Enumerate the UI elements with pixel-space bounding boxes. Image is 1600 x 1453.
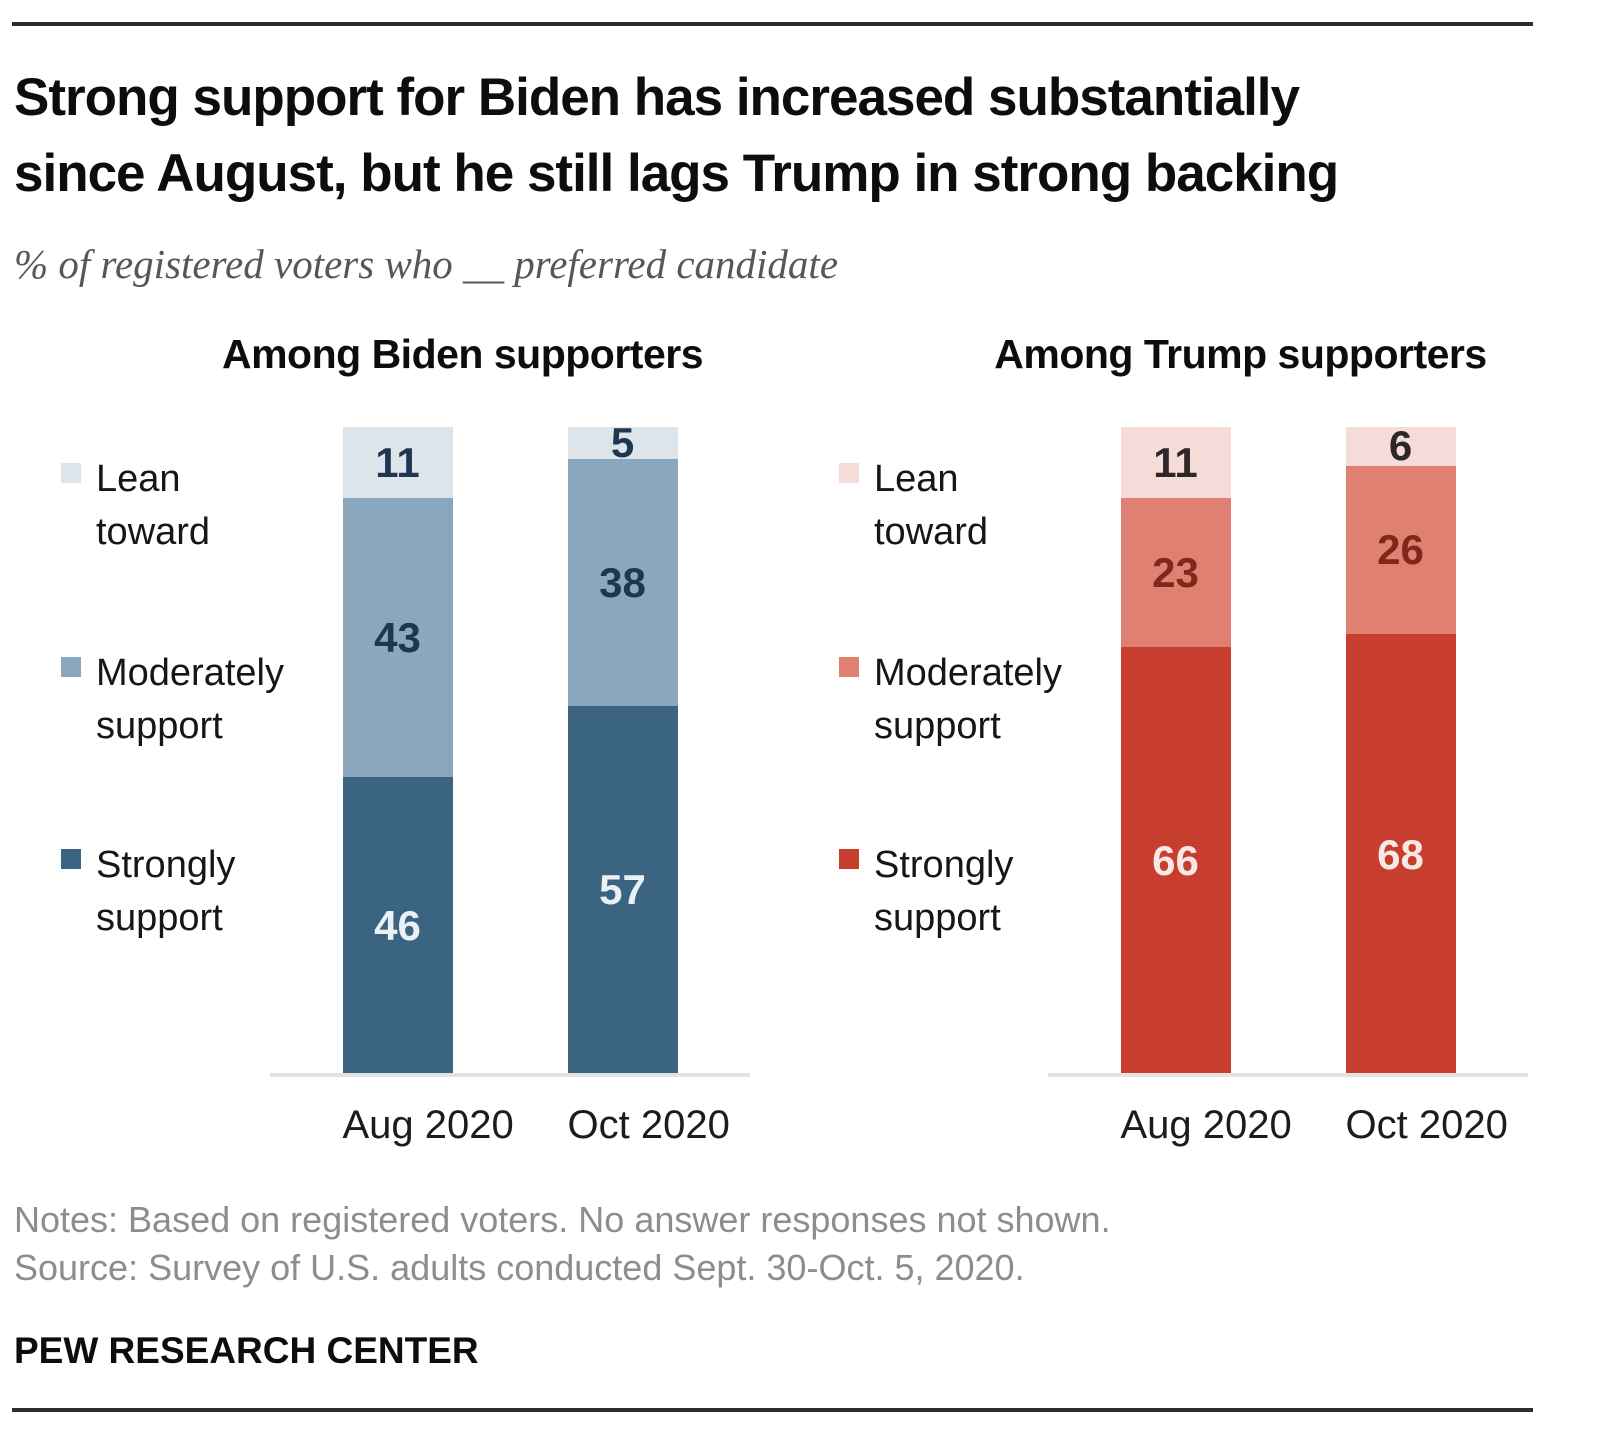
value-label-lean-toward-aug-2020: 11: [1153, 438, 1198, 486]
x-axis-label-oct-2020: Oct 2020: [1345, 1103, 1508, 1147]
legend-label-lean-toward: Lean toward: [874, 458, 989, 553]
value-label-strongly-support-oct-2020: 57: [599, 866, 646, 914]
bar-segment-lean-toward-aug-2020: 11: [342, 427, 453, 499]
source-line: Source: Survey of U.S. adults conducted …: [14, 1247, 1025, 1288]
legend-item-lean-toward: Lean toward: [61, 453, 210, 559]
stacked-bar-aug-2020: 11 43 46: [342, 427, 453, 1075]
legend-label-moderately-support: Moderately support: [874, 652, 1062, 747]
legend-swatch-moderately-support: [61, 657, 81, 677]
bottom-rule: [12, 1408, 1533, 1412]
legend-label-moderately-support: Moderately support: [96, 652, 284, 747]
legend-swatch-strongly-support: [839, 849, 859, 869]
legend-item-moderately-support: Moderately support: [61, 647, 284, 753]
plot-biden: 11 43 46 5 38 57 Aug 2020 Oct 2020: [270, 422, 750, 1147]
top-rule: [12, 22, 1533, 26]
value-label-moderately-support-oct-2020: 38: [599, 558, 646, 606]
bar-segment-strongly-support-oct-2020: 57: [567, 705, 678, 1075]
title-line-2: since August, but he still lags Trump in…: [14, 144, 1339, 203]
legend-item-strongly-support: Strongly support: [839, 839, 1013, 945]
bar-segment-moderately-support-oct-2020: 38: [567, 459, 678, 706]
panel-body-trump: Lean toward Moderately support Strongly su…: [833, 422, 1528, 1147]
value-label-moderately-support-aug-2020: 43: [374, 613, 421, 661]
bar-segment-strongly-support-oct-2020: 68: [1345, 634, 1456, 1075]
bar-segment-lean-toward-oct-2020: 6: [1345, 422, 1456, 470]
value-label-moderately-support-oct-2020: 26: [1377, 526, 1424, 574]
bar-segment-strongly-support-aug-2020: 66: [1120, 647, 1231, 1075]
legend-item-moderately-support: Moderately support: [839, 647, 1062, 753]
legend-trump: Lean toward Moderately support Strongly su…: [833, 427, 1062, 1075]
subtitle: % of registered voters who __ preferred …: [14, 241, 839, 287]
legend-item-strongly-support: Strongly support: [61, 839, 235, 945]
legend-swatch-moderately-support: [839, 657, 859, 677]
bar-segment-moderately-support-aug-2020: 43: [342, 498, 453, 777]
value-label-strongly-support-oct-2020: 68: [1377, 830, 1424, 878]
value-label-lean-toward-oct-2020: 5: [610, 419, 635, 467]
bar-segment-moderately-support-oct-2020: 26: [1345, 465, 1456, 635]
panel-biden: Among Biden supporters Lean toward Modera…: [55, 318, 750, 1147]
plot-trump: 11 23 66 6 26 68 Aug 2020 Oct 2020: [1048, 422, 1528, 1147]
charts-row: Among Biden supporters Lean toward Modera…: [55, 318, 1528, 1147]
x-axis-label-aug-2020: Aug 2020: [342, 1103, 514, 1147]
x-axis-line-biden: [270, 1073, 750, 1077]
page-title: Strong support for Biden has increased s…: [14, 60, 1574, 212]
x-axis-label-oct-2020: Oct 2020: [567, 1103, 730, 1147]
value-label-strongly-support-aug-2020: 66: [1152, 837, 1199, 885]
bar-segment-moderately-support-aug-2020: 23: [1120, 498, 1231, 648]
legend-label-strongly-support: Strongly support: [874, 844, 1014, 939]
title-line-1: Strong support for Biden has increased s…: [14, 68, 1300, 127]
brand: PEW RESEARCH CENTER: [14, 1330, 479, 1371]
bars-trump: 11 23 66 6 26 68: [1048, 422, 1528, 1075]
panel-title-biden: Among Biden supporters: [221, 331, 704, 377]
stacked-bar-oct-2020: 5 38 57: [567, 422, 678, 1075]
legend-swatch-lean-toward: [61, 463, 81, 483]
x-axis-labels-biden: Aug 2020 Oct 2020: [270, 1103, 750, 1148]
notes-line: Notes: Based on registered voters. No an…: [14, 1199, 1111, 1240]
legend-label-strongly-support: Strongly support: [96, 844, 236, 939]
value-label-lean-toward-aug-2020: 11: [375, 438, 420, 486]
panel-trump: Among Trump supporters Lean toward Modera…: [833, 318, 1528, 1147]
panel-body-biden: Lean toward Moderately support Strongly su…: [55, 422, 750, 1147]
bar-segment-lean-toward-aug-2020: 11: [1120, 427, 1231, 499]
bars-biden: 11 43 46 5 38 57: [270, 422, 750, 1075]
value-label-strongly-support-aug-2020: 46: [374, 901, 421, 949]
value-label-lean-toward-oct-2020: 6: [1388, 422, 1413, 470]
value-label-moderately-support-aug-2020: 23: [1152, 548, 1199, 596]
legend-label-lean-toward: Lean toward: [96, 458, 211, 553]
bar-segment-lean-toward-oct-2020: 5: [567, 422, 678, 464]
bar-segment-strongly-support-aug-2020: 46: [342, 776, 453, 1075]
legend-item-lean-toward: Lean toward: [839, 453, 988, 559]
legend-swatch-strongly-support: [61, 849, 81, 869]
legend-biden: Lean toward Moderately support Strongly su…: [55, 427, 284, 1075]
legend-swatch-lean-toward: [839, 463, 859, 483]
stacked-bar-oct-2020: 6 26 68: [1345, 422, 1456, 1075]
x-axis-label-aug-2020: Aug 2020: [1120, 1103, 1292, 1147]
x-axis-line-trump: [1048, 1073, 1528, 1077]
panel-title-trump: Among Trump supporters: [994, 331, 1487, 377]
x-axis-labels-trump: Aug 2020 Oct 2020: [1048, 1103, 1528, 1148]
stacked-bar-aug-2020: 11 23 66: [1120, 427, 1231, 1075]
